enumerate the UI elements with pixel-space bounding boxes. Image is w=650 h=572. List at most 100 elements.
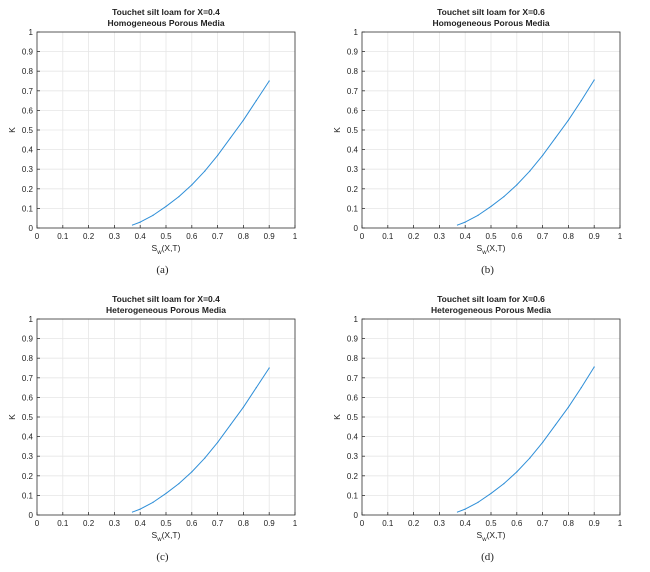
data-point (217, 154, 219, 157)
y-tick-label: 0.7 (22, 374, 34, 383)
y-axis-label: K (7, 127, 17, 133)
x-tick-label: 1 (293, 232, 298, 241)
x-tick-label: 0.7 (212, 519, 224, 528)
y-tick-label: 0.7 (347, 374, 359, 383)
x-tick-label: 0 (360, 519, 365, 528)
x-tick-label: 0.7 (212, 232, 224, 241)
data-point (191, 471, 193, 473)
data-point (242, 406, 244, 408)
data-point (503, 483, 505, 485)
x-tick-label: 0.7 (537, 519, 549, 528)
data-point (131, 224, 134, 226)
y-tick-label: 0.8 (22, 354, 34, 363)
y-tick-label: 0.9 (22, 335, 34, 344)
data-point (152, 214, 154, 216)
y-tick-label: 0.1 (347, 204, 359, 213)
x-tick-label: 0.5 (485, 519, 497, 528)
y-tick-label: 0 (29, 511, 34, 520)
data-point (554, 424, 557, 426)
y-tick-label: 0.9 (22, 48, 34, 57)
data-point (554, 137, 557, 139)
y-tick-label: 0.1 (22, 204, 34, 213)
y-tick-label: 0.5 (347, 126, 359, 135)
y-tick-label: 0.5 (347, 413, 359, 422)
y-tick-label: 0.8 (347, 354, 359, 363)
x-tick-label: 0.1 (57, 519, 69, 528)
x-tick-label: 0.3 (434, 519, 446, 528)
chart-subtitle: Homogeneous Porous Media (432, 18, 549, 28)
chart-title: Touchet silt loam for X=0.4 (112, 294, 220, 304)
x-tick-label: 0.5 (160, 519, 172, 528)
y-tick-label: 0.2 (22, 472, 34, 481)
y-tick-label: 0.7 (347, 87, 359, 96)
data-point (229, 137, 232, 139)
x-tick-label: 0.3 (434, 232, 446, 241)
data-point (529, 457, 531, 459)
x-tick-label: 0.5 (160, 232, 172, 241)
data-point (503, 196, 505, 198)
data-point (490, 205, 492, 208)
y-tick-label: 0.3 (347, 452, 359, 461)
chart-panel-c: 0 0.1 0.2 0.3 0.4 0.5 0.6 0.7 0.8 0.9 1 0 0.1 0.2 0.3 0… (0, 287, 325, 572)
y-tick-label: 0.6 (347, 393, 359, 402)
x-tick-label: 0.2 (83, 232, 95, 241)
x-tick-label: 0.2 (408, 519, 420, 528)
data-point (477, 501, 479, 503)
data-point (542, 154, 544, 157)
data-point (139, 508, 141, 510)
x-tick-label: 0.2 (83, 519, 95, 528)
x-tick-label: 0 (35, 232, 40, 241)
data-point (567, 119, 569, 121)
x-tick-label: 0.8 (238, 232, 250, 241)
y-tick-label: 0.6 (347, 106, 359, 115)
y-tick-label: 0.2 (347, 185, 359, 194)
y-tick-label: 1 (354, 28, 359, 37)
series-line (457, 366, 595, 513)
y-tick-label: 1 (29, 28, 34, 37)
chart-panel-b: 0 0.1 0.2 0.3 0.4 0.5 0.6 0.7 0.8 0.9 1 0 0.1 0.2 0.3 0… (325, 0, 650, 285)
data-point (268, 80, 270, 82)
chart-title: Touchet silt loam for X=0.6 (437, 7, 545, 17)
data-point (255, 387, 257, 389)
x-tick-label: 0.4 (135, 232, 147, 241)
chart-d: 0 0.1 0.2 0.3 0.4 0.5 0.6 0.7 0.8 0.9 1 0 0.1 0.2 0.3 0… (332, 294, 623, 543)
data-point (204, 170, 206, 172)
data-point (165, 492, 167, 495)
chart-subtitle: Heterogeneous Porous Media (106, 305, 226, 315)
x-tick-label: 0.4 (460, 519, 472, 528)
data-point (139, 221, 141, 223)
data-point (456, 224, 459, 226)
caption-b: (b) (481, 264, 494, 276)
x-tick-label: 0.4 (135, 519, 147, 528)
x-tick-label: 0.5 (485, 232, 497, 241)
x-tick-label: 0.6 (186, 519, 198, 528)
y-axis-label: K (7, 414, 17, 420)
data-point (516, 471, 518, 473)
y-tick-label: 1 (354, 315, 359, 324)
y-tick-label: 0.3 (22, 165, 34, 174)
chart-subtitle: Heterogeneous Porous Media (431, 305, 551, 315)
data-point (217, 441, 219, 444)
caption-a: (a) (156, 264, 169, 276)
y-tick-label: 0.8 (347, 67, 359, 76)
series-line (132, 367, 270, 513)
x-tick-label: 0 (360, 232, 365, 241)
y-tick-label: 0.2 (22, 185, 34, 194)
x-tick-label: 0.8 (563, 519, 575, 528)
data-point (542, 441, 544, 444)
y-tick-label: 0 (354, 511, 359, 520)
chart-title: Touchet silt loam for X=0.6 (437, 294, 545, 304)
data-point (255, 100, 257, 102)
x-tick-label: 0.8 (238, 519, 250, 528)
x-tick-label: 0.1 (382, 519, 394, 528)
y-axis-label: K (332, 127, 342, 133)
series-line (132, 80, 270, 226)
data-point (464, 221, 466, 223)
x-tick-label: 0.3 (109, 519, 121, 528)
data-point (477, 214, 479, 216)
data-point (529, 170, 531, 172)
data-point (242, 119, 244, 121)
x-axis-label: Sw(X,T) (152, 243, 181, 256)
data-point (131, 511, 134, 513)
chart-c: 0 0.1 0.2 0.3 0.4 0.5 0.6 0.7 0.8 0.9 1 0 0.1 0.2 0.3 0… (7, 294, 298, 543)
